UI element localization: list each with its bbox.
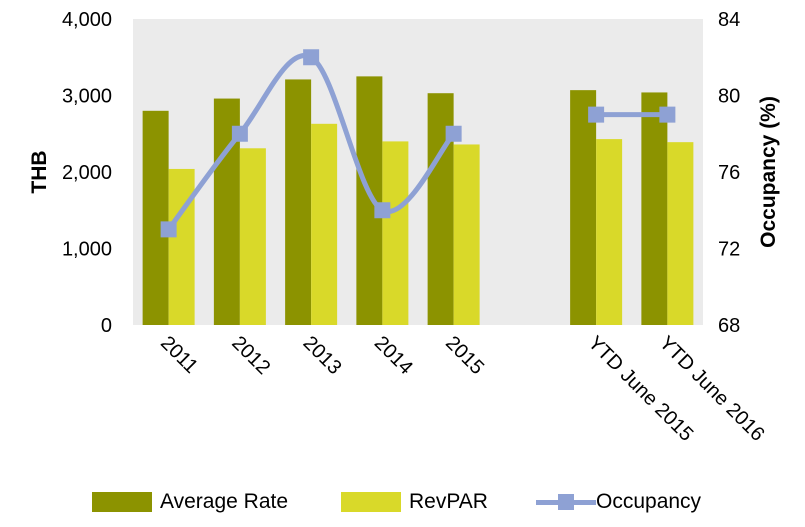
x-tick-label-2011: 2011 <box>156 332 202 378</box>
legend-swatch-occupancy <box>536 492 596 512</box>
bar-average-rate-2013 <box>285 79 312 325</box>
bar-average-rate-ytd-june-2016 <box>641 92 668 325</box>
legend: Average Rate RevPAR Occupancy <box>0 482 805 522</box>
marker-occupancy-2013 <box>303 49 320 66</box>
legend-item-occupancy: Occupancy <box>536 482 701 522</box>
bar-average-rate-ytd-june-2015 <box>570 90 597 326</box>
bar-revpar-2015 <box>453 144 480 325</box>
bar-average-rate-2014 <box>356 76 383 325</box>
y-axis-left-title: THB <box>28 150 51 193</box>
marker-occupancy-ytd-june-2016 <box>659 106 676 123</box>
legend-label-revpar: RevPAR <box>409 490 488 513</box>
x-tick-label-2014: 2014 <box>370 332 417 379</box>
marker-occupancy-2015 <box>445 125 462 142</box>
y-right-tick-label: 80 <box>718 86 740 108</box>
x-tick-label-2015: 2015 <box>441 332 488 379</box>
y-left-tick-label: 2,000 <box>62 162 112 184</box>
y-left-tick-label: 1,000 <box>62 239 112 261</box>
legend-swatch-revpar <box>341 492 401 512</box>
marker-occupancy-2012 <box>231 125 248 142</box>
bar-revpar-2011 <box>168 168 195 325</box>
legend-label-average-rate: Average Rate <box>160 490 289 513</box>
bar-average-rate-2011 <box>142 110 169 325</box>
y-right-tick-label: 72 <box>718 239 740 261</box>
y-right-tick-label: 84 <box>718 9 740 31</box>
y-left-tick-label: 0 <box>101 315 112 337</box>
y-right-tick-label: 68 <box>718 315 740 337</box>
y-right-tick-label: 76 <box>718 162 740 184</box>
y-left-tick-label: 3,000 <box>62 86 112 108</box>
y-left-tick-label: 4,000 <box>62 9 112 31</box>
bar-revpar-2014 <box>382 141 409 325</box>
y-axis-right-title: Occupancy (%) <box>757 96 780 248</box>
x-tick-label-2013: 2013 <box>299 332 346 379</box>
legend-item-average-rate: Average Rate <box>92 482 288 522</box>
bar-revpar-2012 <box>239 148 266 325</box>
bar-revpar-ytd-june-2016 <box>667 142 694 325</box>
marker-occupancy-2014 <box>374 202 391 219</box>
legend-swatch-average-rate <box>92 492 152 512</box>
x-tick-label-2012: 2012 <box>227 332 274 379</box>
legend-label-occupancy: Occupancy <box>596 490 702 513</box>
bar-revpar-2013 <box>311 123 338 326</box>
bar-revpar-ytd-june-2015 <box>596 139 623 325</box>
marker-occupancy-2011 <box>160 221 177 238</box>
chart: 0 1,000 2,000 3,000 4,000 68 72 76 80 84 2011 201… <box>28 9 780 446</box>
legend-item-revpar: RevPAR <box>341 482 488 522</box>
marker-occupancy-ytd-june-2015 <box>588 106 605 123</box>
